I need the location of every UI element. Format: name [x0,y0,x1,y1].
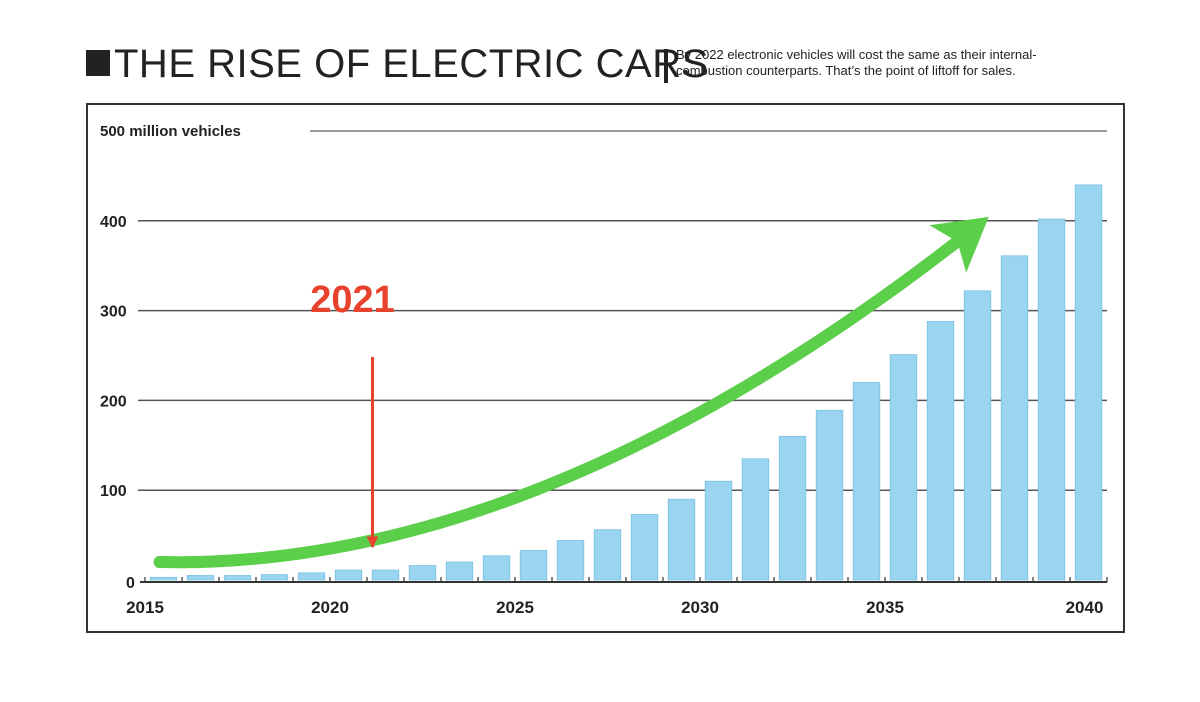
x-tick-label-2030: 2030 [681,598,719,617]
y-tick-label-200: 200 [100,393,127,410]
bar-2015 [149,576,178,581]
chart-subtitle-line-1: By 2022 electronic vehicles will cost th… [676,47,1037,62]
chart-plot: 100 200 300 400 500 million vehicles 0 2015 202… [100,123,1108,617]
x-tick-label-2020: 2020 [311,598,349,617]
bar-2029 [667,498,696,581]
x-tick-label-2025: 2025 [496,598,534,617]
x-tick-label-2035: 2035 [866,598,904,617]
bar-2016 [186,575,215,581]
bar-2035 [889,354,918,581]
bar-2027 [593,529,622,581]
annotations: 2021 [153,216,989,569]
grid-lines [138,130,1107,491]
trend-arrow-shaft [153,231,968,569]
annotation-2021-label: 2021 [310,279,395,321]
bars [149,184,1103,581]
chart-subtitle: By 2022 electronic vehicles will cost th… [676,47,1136,79]
bar-2017 [223,575,252,581]
chart-title: THE RISE OF ELECTRIC CARS [114,42,709,86]
bar-2036 [926,320,955,581]
axes: 100 200 300 400 500 million vehicles 0 2015 202… [100,123,1108,617]
bar-2026 [556,540,585,581]
y-tick-label-100: 100 [100,483,127,500]
bar-2022 [408,565,437,581]
bar-2031 [741,458,770,581]
bar-2025 [519,549,548,581]
bar-2028 [630,513,659,581]
bar-2023 [445,561,474,581]
x-tick-label-2015: 2015 [126,598,164,617]
x-tick-label-2040: 2040 [1066,598,1104,617]
subtitle-divider [664,49,668,83]
bar-2020 [334,569,363,581]
trend-arrow-head [929,216,989,273]
y-tick-label-300: 300 [100,304,127,321]
bar-2038 [1000,255,1029,581]
bar-2018 [260,574,289,581]
chart-subtitle-line-2: combustion counterparts. That’s the poin… [676,63,1016,78]
bar-2032 [778,435,807,581]
chart-frame: 100 200 300 400 500 million vehicles 0 2015 202… [86,103,1125,633]
bar-2024 [482,555,511,581]
bar-2037 [963,290,992,581]
bar-2034 [852,381,881,581]
bar-2033 [815,409,844,581]
bar-2030 [704,480,733,581]
y-tick-label-400: 400 [100,214,127,231]
bar-2040 [1074,184,1103,581]
bar-2039 [1037,218,1066,581]
bar-2019 [297,572,326,581]
y-tick-label-0: 0 [126,575,135,592]
y-top-label: 500 million vehicles [100,123,241,140]
bar-2021 [371,569,400,581]
title-square-icon [86,50,110,76]
